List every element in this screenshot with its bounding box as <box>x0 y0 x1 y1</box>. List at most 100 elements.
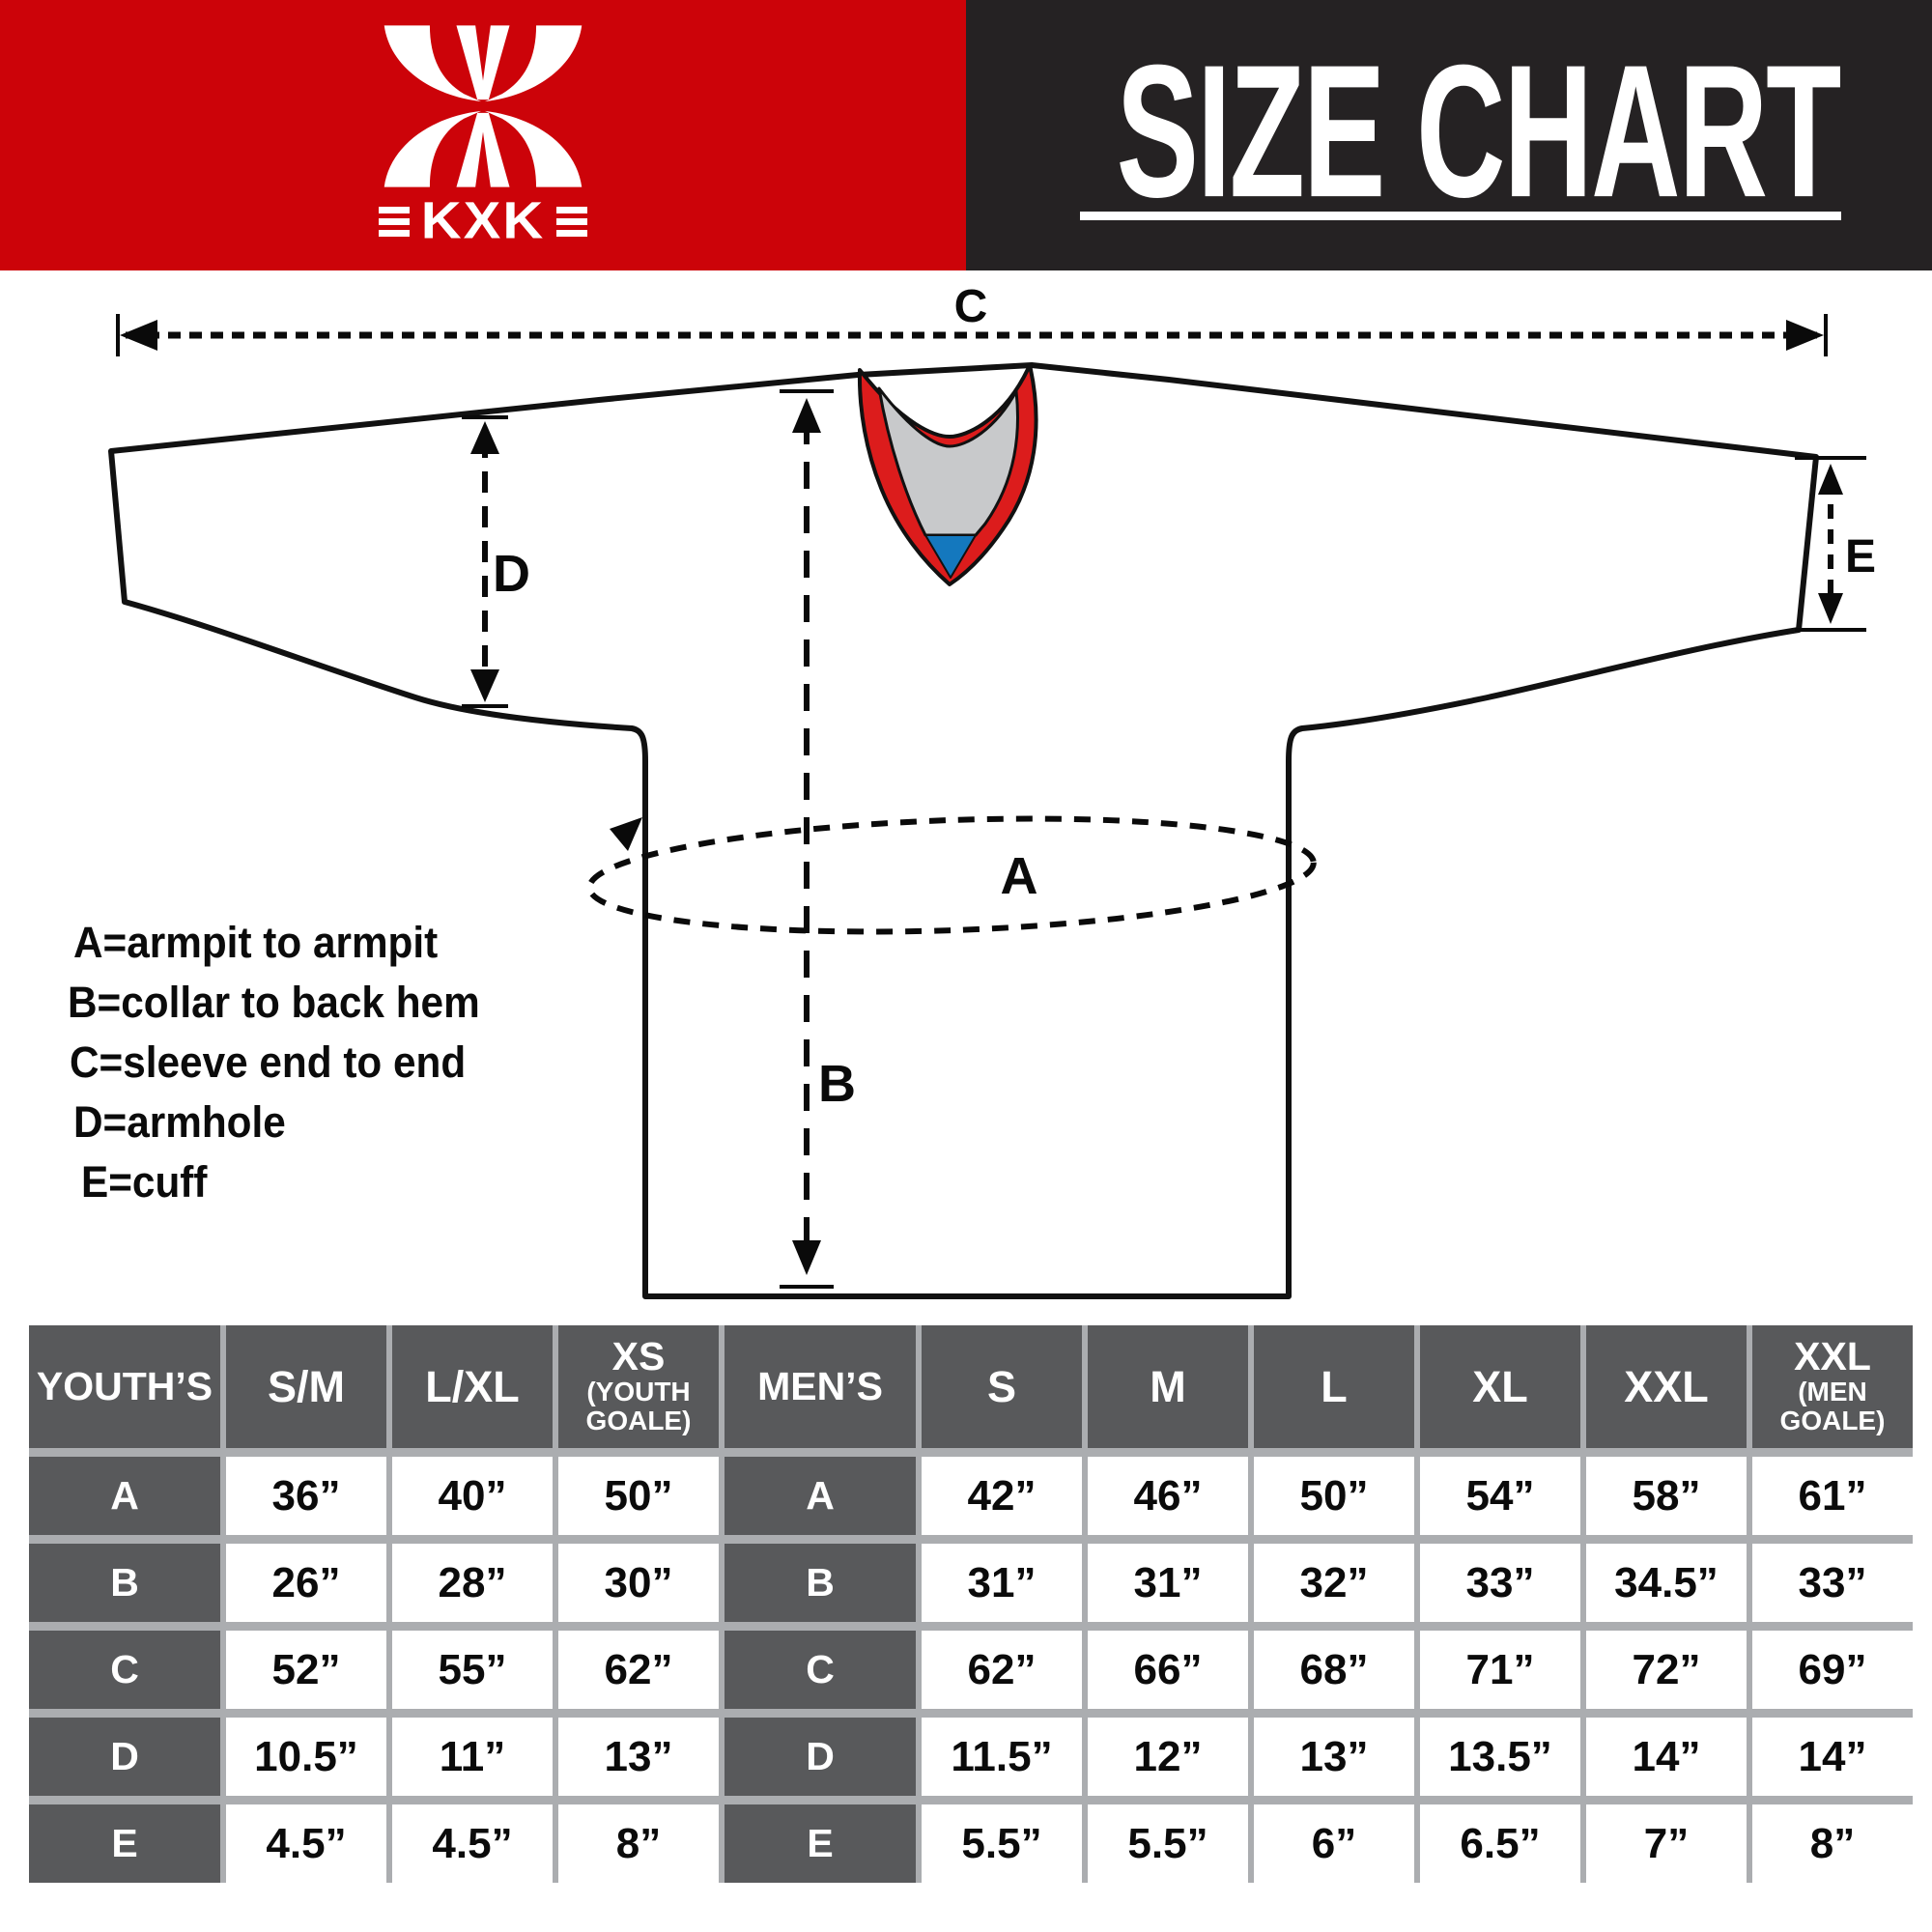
table-cell: 52” <box>226 1631 386 1709</box>
table-cell: 58” <box>1586 1457 1747 1535</box>
table-cell: 4.5” <box>226 1804 386 1883</box>
legend-line-b: B=collar to back hem <box>68 978 480 1027</box>
row-label-c-men: C <box>724 1631 916 1709</box>
row-label-b-men: B <box>724 1544 916 1622</box>
collar-blue-insert <box>924 534 977 579</box>
legend-line-e: E=cuff <box>81 1157 208 1207</box>
row-label-d-youth: D <box>29 1718 220 1796</box>
table-cell: 5.5” <box>922 1804 1082 1883</box>
header-red-panel: KXK <box>0 0 966 270</box>
table-cell: 31” <box>922 1544 1082 1622</box>
measure-arrow-c <box>116 314 1828 356</box>
youth-size-header-xs-goalie: XS (YOUTH GOALE) <box>558 1325 719 1448</box>
label-d: D <box>493 545 530 603</box>
table-cell: 34.5” <box>1586 1544 1747 1622</box>
table-cell: 71” <box>1420 1631 1580 1709</box>
table-cell: 28” <box>392 1544 553 1622</box>
row-label-a-youth: A <box>29 1457 220 1535</box>
measure-arrow-b <box>780 389 834 1289</box>
table-cell: 33” <box>1420 1544 1580 1622</box>
table-cell: 55” <box>392 1631 553 1709</box>
table-cell: 4.5” <box>392 1804 553 1883</box>
brand-logo: KXK <box>328 25 638 249</box>
row-label-e-youth: E <box>29 1804 220 1883</box>
table-cell: 6” <box>1254 1804 1414 1883</box>
legend-line-c: C=sleeve end to end <box>70 1037 467 1087</box>
table-cell: 12” <box>1088 1718 1248 1796</box>
youth-size-header-sm: S/M <box>226 1325 386 1448</box>
collar <box>857 363 1038 586</box>
size-label-note: (MEN GOALE) <box>1779 1377 1886 1436</box>
label-c: C <box>954 281 988 332</box>
brand-wordmark: KXK <box>378 191 588 250</box>
measure-ellipse-a <box>586 815 1317 935</box>
table-cell: 13.5” <box>1420 1718 1580 1796</box>
triple-bar-right-icon <box>556 206 588 237</box>
measure-arrow-d <box>462 415 508 708</box>
table-cell: 54” <box>1420 1457 1580 1535</box>
table-cell: 61” <box>1752 1457 1913 1535</box>
size-table: YOUTH’S S/M L/XL XS (YOUTH GOALE) MEN’S … <box>29 1325 1913 1883</box>
table-cell: 7” <box>1586 1804 1747 1883</box>
legend-line-a: A=armpit to armpit <box>73 918 439 967</box>
size-label-note: (YOUTH GOALE) <box>585 1377 692 1436</box>
table-cell: 6.5” <box>1420 1804 1580 1883</box>
brand-name: KXK <box>420 191 546 250</box>
collar-inner-gray <box>877 386 1020 537</box>
table-cell: 11” <box>392 1718 553 1796</box>
men-size-header-s: S <box>922 1325 1082 1448</box>
table-cell: 62” <box>922 1631 1082 1709</box>
men-size-header-l: L <box>1254 1325 1414 1448</box>
title-underline <box>1080 212 1841 220</box>
row-label-b-youth: B <box>29 1544 220 1622</box>
table-cell: 14” <box>1752 1718 1913 1796</box>
label-b: B <box>818 1055 856 1113</box>
table-cell: 46” <box>1088 1457 1248 1535</box>
table-cell: 33” <box>1752 1544 1913 1622</box>
table-cell: 68” <box>1254 1631 1414 1709</box>
table-cell: 40” <box>392 1457 553 1535</box>
jersey-measurement-diagram: C D B <box>108 281 1876 1299</box>
men-size-header-xl: XL <box>1420 1325 1580 1448</box>
table-cell: 11.5” <box>922 1718 1082 1796</box>
table-cell: 26” <box>226 1544 386 1622</box>
men-size-header-xxl: XXL <box>1586 1325 1747 1448</box>
table-cell: 13” <box>1254 1718 1414 1796</box>
kxk-logo-icon <box>384 25 582 187</box>
youth-size-header-lxl: L/XL <box>392 1325 553 1448</box>
table-cell: 31” <box>1088 1544 1248 1622</box>
table-cell: 8” <box>1752 1804 1913 1883</box>
size-label: XXL <box>1794 1334 1871 1379</box>
size-label: XS <box>611 1334 666 1379</box>
men-size-header-m: M <box>1088 1325 1248 1448</box>
table-cell: 62” <box>558 1631 719 1709</box>
measure-arrow-e <box>1795 456 1866 632</box>
legend-line-d: D=armhole <box>73 1097 286 1147</box>
header-black-panel <box>966 0 1932 270</box>
row-label-d-men: D <box>724 1718 916 1796</box>
table-cell: 42” <box>922 1457 1082 1535</box>
men-group-header: MEN’S <box>724 1325 916 1448</box>
table-cell: 69” <box>1752 1631 1913 1709</box>
table-cell: 8” <box>558 1804 719 1883</box>
table-cell: 30” <box>558 1544 719 1622</box>
page-title: SIZE CHART <box>1116 25 1842 236</box>
row-label-c-youth: C <box>29 1631 220 1709</box>
table-cell: 66” <box>1088 1631 1248 1709</box>
table-cell: 72” <box>1586 1631 1747 1709</box>
table-cell: 10.5” <box>226 1718 386 1796</box>
table-cell: 5.5” <box>1088 1804 1248 1883</box>
row-label-a-men: A <box>724 1457 916 1535</box>
table-cell: 14” <box>1586 1718 1747 1796</box>
table-cell: 50” <box>1254 1457 1414 1535</box>
table-cell: 50” <box>558 1457 719 1535</box>
label-a: A <box>1001 847 1038 905</box>
youth-group-header: YOUTH’S <box>29 1325 220 1448</box>
label-e: E <box>1845 531 1876 582</box>
table-cell: 36” <box>226 1457 386 1535</box>
table-cell: 32” <box>1254 1544 1414 1622</box>
men-size-header-xxl-goalie: XXL (MEN GOALE) <box>1752 1325 1913 1448</box>
row-label-e-men: E <box>724 1804 916 1883</box>
table-cell: 13” <box>558 1718 719 1796</box>
